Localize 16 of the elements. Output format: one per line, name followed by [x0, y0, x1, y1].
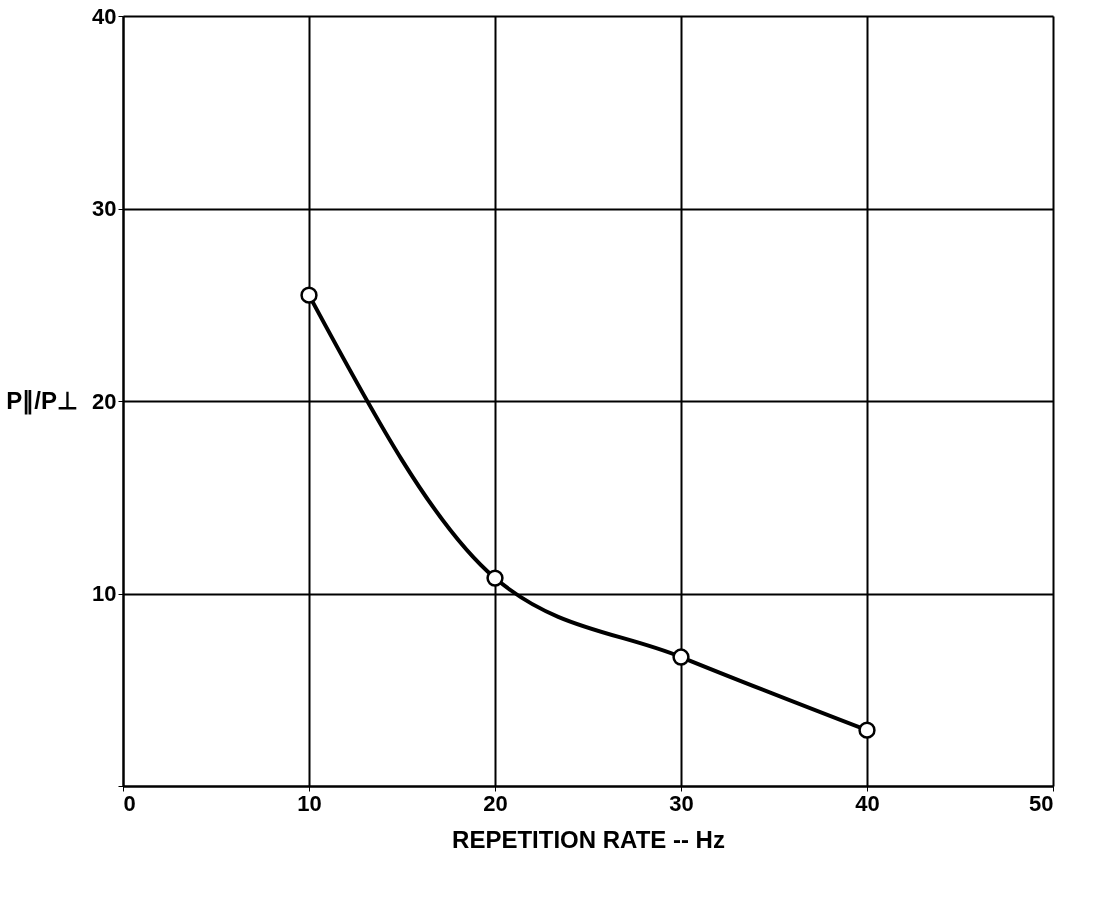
- x-tick-label: 10: [297, 790, 322, 816]
- y-tick-label: 30: [92, 196, 117, 221]
- point: [486, 569, 504, 587]
- y-tick-label: 20: [92, 388, 117, 414]
- point: [858, 721, 876, 739]
- point: [300, 286, 318, 304]
- y-axis-title: P∥/P⊥: [6, 386, 79, 415]
- x-tick-label: 40: [855, 790, 880, 816]
- y-tick-label: 10: [92, 581, 117, 606]
- x-tick-label: 30: [669, 790, 694, 816]
- point: [672, 648, 690, 666]
- x-tick-label: 50: [1029, 790, 1054, 816]
- y-tick-label: 40: [92, 3, 117, 29]
- x-axis-title: REPETITION RATE -- Hz: [452, 825, 725, 853]
- x-tick-label: 20: [483, 790, 508, 816]
- x-tick-label: 0: [123, 790, 136, 816]
